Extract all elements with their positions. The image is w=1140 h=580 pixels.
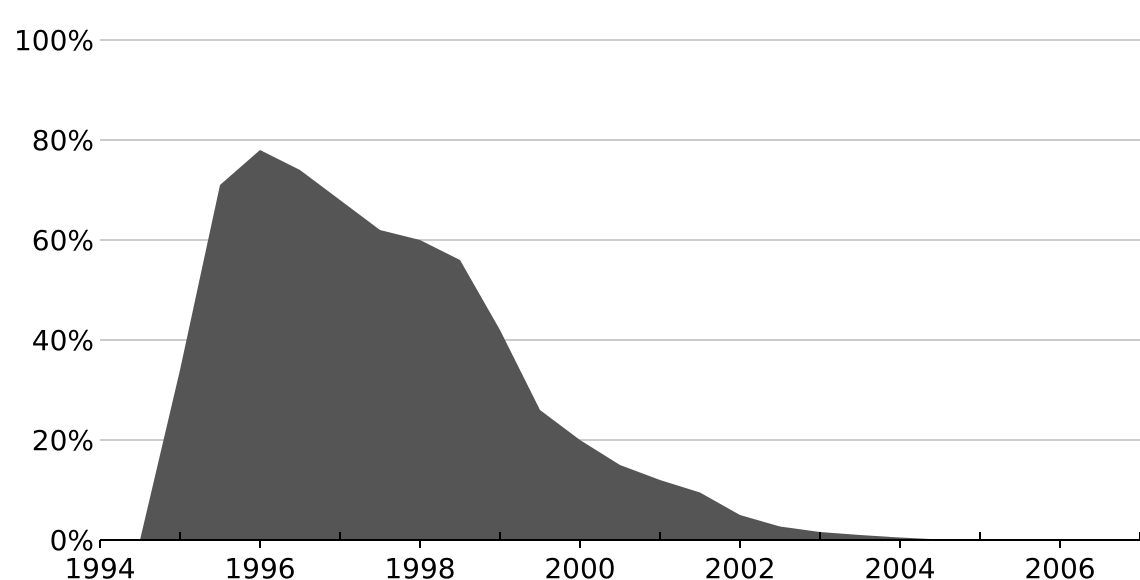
x-axis	[99, 532, 1140, 548]
x-tick-label-2002: 2002	[704, 552, 775, 580]
x-tick-label-1996: 1996	[224, 552, 295, 580]
y-tick-label-60pct: 60%	[32, 224, 94, 257]
y-tick-label-100pct: 100%	[14, 24, 94, 57]
x-tick-label-1998: 1998	[384, 552, 455, 580]
area-fill	[140, 150, 980, 540]
x-tick-label-1994: 1994	[64, 552, 135, 580]
y-tick-label-20pct: 20%	[32, 424, 94, 457]
y-tick-label-0pct: 0%	[50, 524, 94, 557]
x-axis-labels: 1994 1996 1998 2000 2002 2004 2006	[64, 552, 1095, 580]
x-tick-label-2000: 2000	[544, 552, 615, 580]
y-axis-labels: 0% 20% 40% 60% 80% 100%	[14, 24, 94, 557]
y-tick-label-80pct: 80%	[32, 124, 94, 157]
x-tick-label-2004: 2004	[864, 552, 935, 580]
x-tick-label-2006: 2006	[1024, 552, 1095, 580]
area-series	[140, 150, 980, 540]
y-tick-label-40pct: 40%	[32, 324, 94, 357]
